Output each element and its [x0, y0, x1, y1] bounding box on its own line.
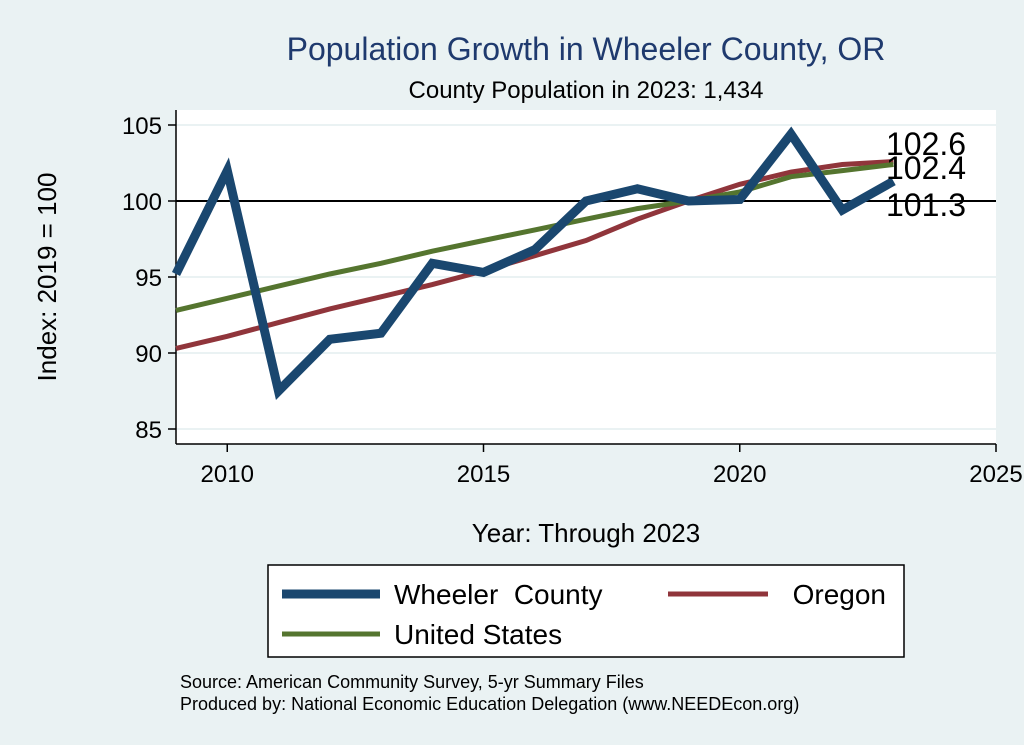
axes [168, 110, 997, 452]
legend-label-united-states: United States [394, 619, 562, 650]
x-axis-title: Year: Through 2023 [472, 518, 700, 548]
end-label-oregon: 102.6 [886, 126, 966, 162]
x-tick-label-2025: 2025 [969, 461, 1022, 488]
x-tick-label-2010: 2010 [201, 461, 254, 488]
series-line-wheeler-county [171, 126, 896, 400]
series-line-oregon [175, 159, 894, 351]
y-tick-label-90: 90 [135, 341, 162, 368]
y-tick-label-95: 95 [135, 265, 162, 292]
legend-label-oregon: Oregon [793, 579, 886, 610]
produced-by-note: Produced by: National Economic Education… [180, 694, 799, 714]
legend: Wheeler County Oregon United States [267, 564, 905, 658]
y-tick-label-85: 85 [135, 417, 162, 444]
y-tick-label-100: 100 [122, 189, 162, 216]
chart-title: Population Growth in Wheeler County, OR [287, 31, 886, 67]
y-tick-label-105: 105 [122, 113, 162, 140]
legend-label-wheeler-county: Wheeler County [394, 579, 603, 610]
y-axis-title: Index: 2019 = 100 [32, 173, 62, 382]
tick-labels: 85 90 95 100 105 2010 2015 2020 2025 [122, 113, 1023, 488]
series-lines [171, 126, 896, 400]
end-label-united-states: 102.4 [886, 150, 966, 186]
source-note: Source: American Community Survey, 5-yr … [180, 672, 644, 692]
end-label-wheeler-county: 101.3 [886, 187, 966, 223]
series-line-united-states [175, 162, 894, 313]
x-tick-label-2020: 2020 [713, 461, 766, 488]
chart-subtitle: County Population in 2023: 1,434 [409, 77, 764, 104]
x-tick-label-2015: 2015 [457, 461, 510, 488]
legend-box [267, 564, 905, 658]
